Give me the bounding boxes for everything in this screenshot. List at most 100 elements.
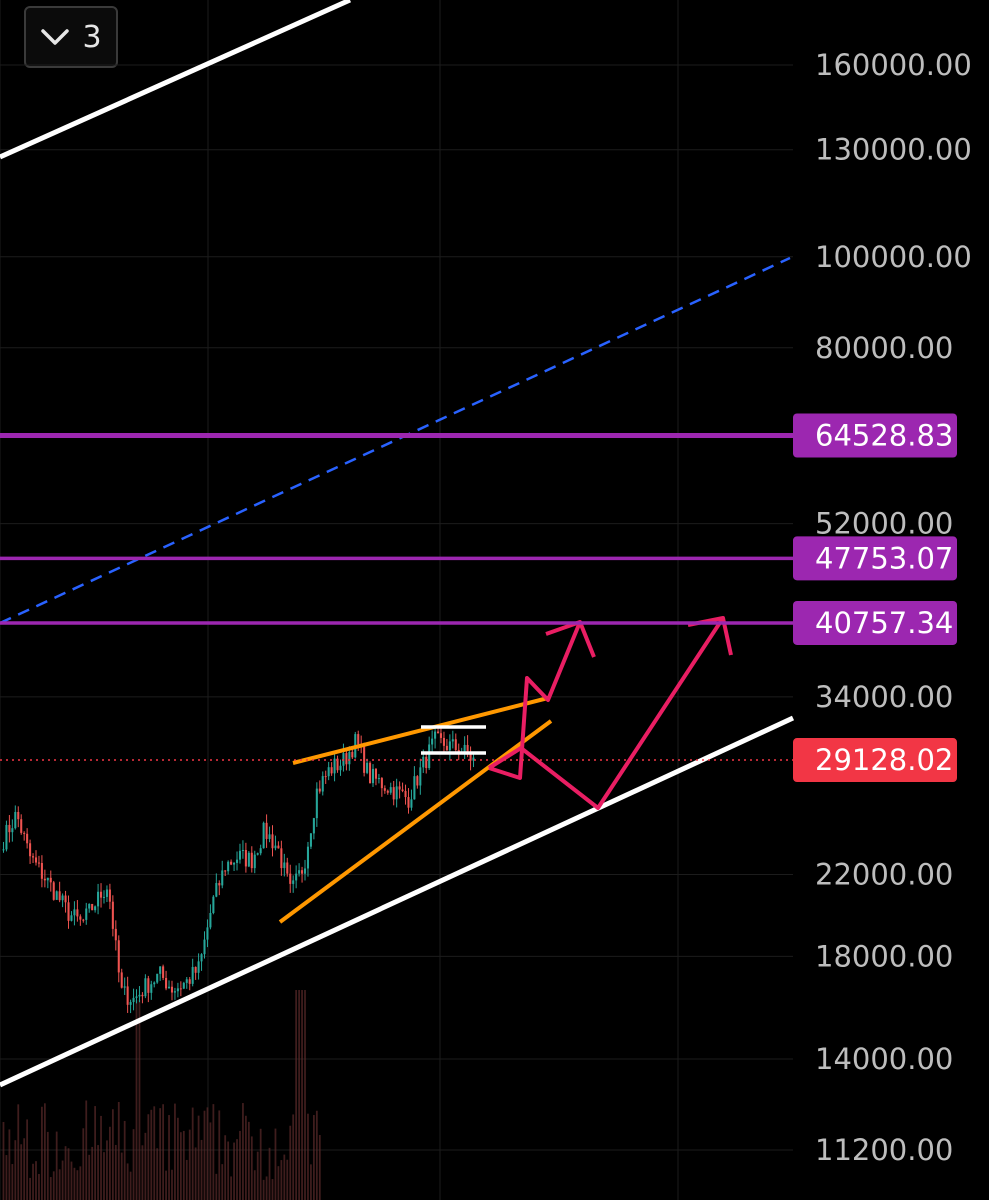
candle-body [2, 849, 5, 851]
volume-bar [100, 1115, 102, 1200]
volume-bar [233, 1142, 235, 1200]
candle-body [5, 824, 8, 850]
candle-body [67, 902, 70, 921]
candle-body [366, 762, 369, 773]
candle-body [212, 896, 215, 913]
volume-bar [215, 1173, 218, 1200]
wedge-upper-line[interactable] [292, 696, 549, 765]
volume-bar [224, 1135, 227, 1200]
volume-bar [159, 1108, 162, 1200]
candle-body [120, 972, 123, 988]
volume-bar [298, 990, 300, 1200]
volume-bar [197, 1115, 200, 1200]
candle-body [383, 788, 386, 791]
candle-body [437, 731, 440, 734]
candle-body [318, 788, 321, 792]
volume-bar [168, 1115, 170, 1200]
candle-body [363, 746, 366, 773]
candle-body [330, 767, 333, 774]
candle-body [244, 849, 247, 867]
volume-bar [49, 1177, 52, 1200]
candle-body [250, 852, 253, 869]
channel-upper-line[interactable] [0, 0, 352, 160]
candle-body [203, 939, 206, 955]
candle-body [188, 979, 191, 984]
candle-body [348, 751, 351, 765]
volume-bar [265, 1176, 268, 1200]
candle-body [235, 859, 239, 863]
volume-bar [174, 1103, 176, 1200]
volume-bar [283, 1154, 286, 1200]
candle-body [333, 758, 336, 774]
candle-body [147, 978, 150, 993]
candle-body [153, 982, 156, 985]
volume-bar [242, 1103, 244, 1200]
candle-body [79, 916, 82, 920]
volume-bar [239, 1130, 241, 1200]
candle-body [43, 878, 46, 881]
y-tick-label: 100000.00 [815, 240, 972, 274]
candle-body [386, 790, 389, 793]
channel-lower-line[interactable] [0, 715, 795, 1088]
volume-bar [318, 1135, 321, 1200]
candle-body [321, 776, 324, 792]
candle-body [410, 799, 413, 808]
candle-body [34, 857, 38, 863]
volume-bar [171, 1169, 173, 1200]
volume-bar [79, 1166, 82, 1200]
candle-body [315, 788, 318, 819]
volume-bar [26, 1119, 29, 1200]
volume-bar [250, 1136, 253, 1200]
projection-path-2[interactable] [487, 616, 725, 810]
candle-body [58, 891, 61, 901]
volume-bar [8, 1129, 11, 1200]
price-axis: 160000.00 130000.00 100000.00 80000.00 52000… [815, 48, 972, 1167]
candle-body [327, 767, 330, 777]
candle-body [167, 986, 171, 989]
candle-body [173, 991, 176, 993]
candle-body [70, 915, 73, 921]
volume-bar [120, 1152, 123, 1200]
y-tick-label: 160000.00 [815, 48, 972, 82]
chart-grid [0, 0, 793, 1200]
candlestick-series [2, 725, 475, 1014]
candle-body [32, 856, 35, 858]
candle-body [233, 862, 236, 865]
collapse-indicators-button[interactable]: 3 [24, 6, 118, 68]
candle-body [463, 744, 466, 753]
candle-body [247, 852, 250, 867]
candle-body [227, 861, 230, 872]
wedge-lower-line[interactable] [278, 719, 553, 924]
volume-bar [230, 1176, 232, 1200]
candle-body [52, 882, 55, 900]
candle-body [91, 903, 94, 911]
volume-bar [245, 1115, 247, 1200]
candle-body [102, 896, 106, 898]
candle-body [123, 986, 126, 988]
volume-bar [203, 1110, 206, 1200]
candle-body [230, 861, 233, 865]
y-tick-label: 18000.00 [815, 939, 953, 973]
level-badge-label: 64528.83 [815, 418, 953, 452]
candle-body [262, 822, 265, 849]
volume-bar [147, 1114, 150, 1200]
candle-body [156, 973, 159, 983]
candle-body [138, 994, 141, 997]
volume-bar [259, 1128, 262, 1200]
horizontal-levels [0, 432, 793, 761]
candle-body [94, 906, 97, 911]
volume-bar [38, 1173, 40, 1200]
candle-body [292, 880, 295, 884]
channel-median-dashed-line[interactable] [0, 256, 791, 625]
candle-body [37, 862, 40, 864]
volume-bar [247, 1121, 250, 1200]
volume-bar [179, 1132, 182, 1200]
candle-body [11, 828, 14, 833]
volume-bar [206, 1107, 209, 1200]
projection-path-1[interactable] [488, 621, 582, 780]
candle-body [194, 966, 197, 973]
candle-body [336, 758, 339, 771]
candle-body [312, 818, 315, 834]
candle-body [185, 979, 188, 983]
